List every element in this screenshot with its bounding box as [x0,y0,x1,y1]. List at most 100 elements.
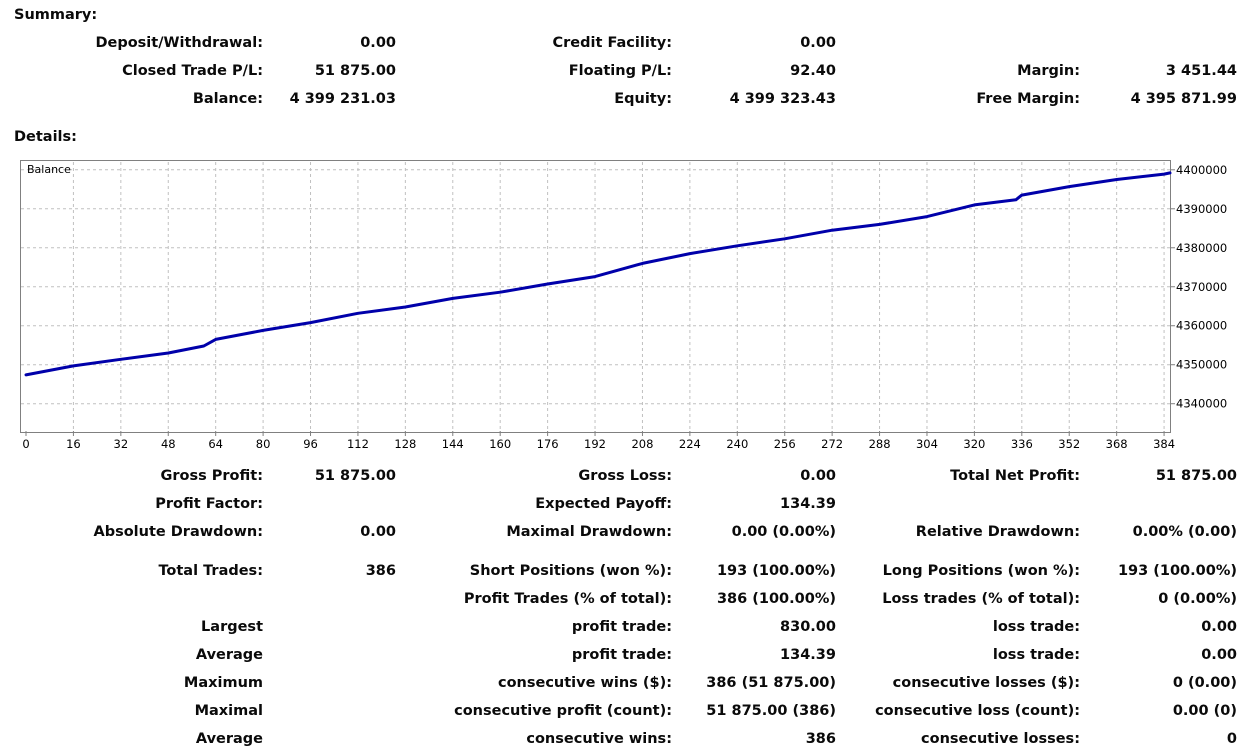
x-tick-label: 352 [1058,437,1080,451]
details-value: 0.00 (0) [1172,703,1237,719]
details-value: 830.00 [780,619,836,635]
details-label: profit trade: [571,619,672,635]
x-tick-label: 256 [774,437,796,451]
details-value: 386 (51 875.00) [706,675,836,691]
summary-heading: Summary: [14,7,98,23]
details-label: Short Positions (won %): [469,563,672,579]
details-label: Expected Payoff: [535,496,672,512]
x-tick-label: 176 [537,437,559,451]
summary-value: 4 399 323.43 [729,91,836,107]
summary-value: 0.00 [360,35,396,51]
x-tick-label: 384 [1153,437,1175,451]
details-value: 134.39 [780,647,836,663]
details-label: Maximum [183,675,263,691]
summary-value: 4 399 231.03 [289,91,396,107]
x-tick-label: 128 [394,437,416,451]
details-label: Absolute Drawdown: [93,524,263,540]
details-value: 0.00% (0.00) [1132,524,1237,540]
x-tick-label: 64 [208,437,223,451]
details-label: loss trade: [992,647,1080,663]
x-tick-label: 336 [1011,437,1033,451]
details-label: Largest [201,619,263,635]
summary-value: 92.40 [790,63,836,79]
x-tick-label: 144 [442,437,464,451]
balance-series-line [24,171,1172,377]
summary-label: Free Margin: [976,91,1080,107]
details-value: 51 875.00 [314,468,396,484]
details-value: 0.00 [360,524,396,540]
details-label: Average [195,731,263,747]
details-value: 0.00 [1201,619,1237,635]
details-value: 134.39 [780,496,836,512]
y-tick-label: 4360000 [1176,319,1227,333]
details-value: 0 (0.00%) [1158,591,1237,607]
x-tick-label: 288 [869,437,891,451]
details-value: 0.00 (0.00%) [731,524,836,540]
details-value: 0 [1226,731,1237,747]
details-label: Gross Loss: [578,468,672,484]
y-tick-label: 4390000 [1176,202,1227,216]
x-tick-label: 368 [1106,437,1128,451]
summary-label: Balance: [192,91,263,107]
summary-label: Deposit/Withdrawal: [95,35,263,51]
chart-title: Balance [27,163,71,176]
details-label: Average [195,647,263,663]
details-label: consecutive profit (count): [454,703,672,719]
summary-value: 0.00 [800,35,836,51]
details-value: 386 (100.00%) [716,591,836,607]
balance-chart: 0 16 32 48 64 80 96 112 128 144 160 176 192 208 224 240… [20,160,1227,451]
details-value: 0 (0.00) [1172,675,1237,691]
x-tick-label: 192 [584,437,606,451]
x-tick-label: 16 [66,437,81,451]
details-label: Long Positions (won %): [882,563,1080,579]
summary-value: 51 875.00 [314,63,396,79]
x-tick-label: 32 [114,437,129,451]
details-label: profit trade: [571,647,672,663]
details-label: consecutive loss (count): [875,703,1080,719]
x-tick-label: 80 [256,437,271,451]
details-label: Relative Drawdown: [915,524,1080,540]
details-value: 0.00 [800,468,836,484]
details-value: 386 [805,731,836,747]
details-label: Total Trades: [158,563,263,579]
x-tick-label: 224 [679,437,701,451]
details-value: 193 (100.00%) [716,563,836,579]
details-value: 193 (100.00%) [1117,563,1237,579]
details-label: consecutive wins: [526,731,672,747]
x-tick-label: 240 [726,437,748,451]
details-label: loss trade: [992,619,1080,635]
summary-label: Margin: [1017,63,1080,79]
x-tick-label: 160 [489,437,511,451]
details-label: Gross Profit: [160,468,263,484]
summary-label: Floating P/L: [568,63,672,79]
details-label: Profit Trades (% of total): [463,591,672,607]
summary-label: Credit Facility: [552,35,672,51]
y-tick-label: 4350000 [1176,358,1227,372]
summary-value: 4 395 871.99 [1130,91,1237,107]
details-label: Maximal Drawdown: [506,524,672,540]
x-tick-label: 320 [963,437,985,451]
x-tick-label: 48 [161,437,176,451]
summary-label: Closed Trade P/L: [122,63,263,79]
y-tick-label: 4400000 [1176,163,1227,177]
y-tick-label: 4380000 [1176,241,1227,255]
details-label: Maximal [194,703,263,719]
details-label: consecutive losses: [921,731,1080,747]
details-label: Profit Factor: [155,496,263,512]
y-tick-label: 4370000 [1176,280,1227,294]
x-tick-label: 304 [916,437,938,451]
x-tick-label: 112 [347,437,369,451]
details-value: 51 875.00 [1155,468,1237,484]
balance-chart-svg: 0 16 32 48 64 80 96 112 128 144 160 176 192 208 224 240… [21,162,1227,451]
x-tick-label: 0 [22,437,29,451]
summary-label: Equity: [614,91,672,107]
details-value: 386 [365,563,396,579]
details-value: 0.00 [1201,647,1237,663]
details-label: consecutive wins ($): [497,675,672,691]
details-label: consecutive losses ($): [892,675,1080,691]
x-tick-label: 96 [303,437,318,451]
details-value: 51 875.00 (386) [706,703,836,719]
details-label: Loss trades (% of total): [882,591,1080,607]
details-label: Total Net Profit: [950,468,1080,484]
x-tick-label: 272 [821,437,843,451]
